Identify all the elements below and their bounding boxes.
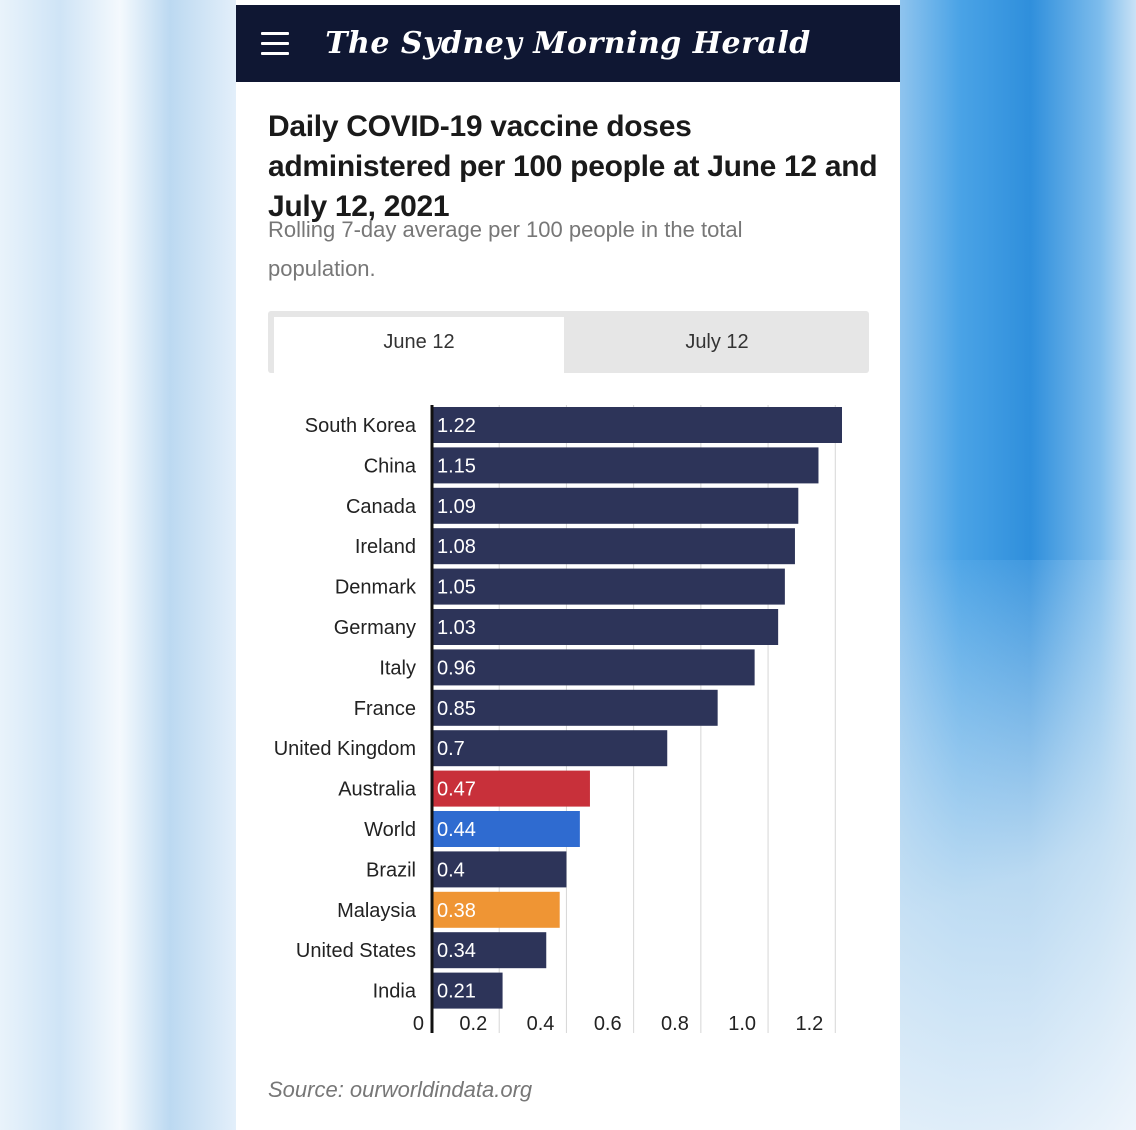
value-label: 1.15 bbox=[437, 455, 476, 477]
value-label: 0.44 bbox=[437, 819, 476, 841]
bar-brazil bbox=[432, 851, 567, 888]
bar-malaysia bbox=[432, 891, 560, 928]
category-label: Italy bbox=[379, 657, 416, 679]
value-label: 0.7 bbox=[437, 738, 465, 760]
category-label: India bbox=[373, 981, 417, 1003]
bar-south-korea bbox=[432, 407, 842, 443]
category-label: Canada bbox=[346, 496, 417, 518]
bar-ireland bbox=[432, 528, 795, 565]
chart-subtitle: Rolling 7-day average per 100 people in … bbox=[268, 217, 743, 281]
tick-label: 0.8 bbox=[661, 1013, 689, 1035]
chart-title: Daily COVID-19 vaccine doses administere… bbox=[268, 110, 878, 223]
value-label: 0.34 bbox=[437, 940, 476, 962]
value-label: 1.05 bbox=[437, 577, 476, 599]
value-label: 0.4 bbox=[437, 859, 465, 881]
tick-label: 1.2 bbox=[795, 1013, 823, 1035]
value-label: 1.09 bbox=[437, 496, 476, 518]
tab-june-12[interactable]: June 12 bbox=[274, 317, 564, 373]
tick-label: 0.4 bbox=[527, 1013, 555, 1035]
category-label: United States bbox=[296, 940, 416, 962]
masthead-logo[interactable]: The Sydney Morning Herald bbox=[325, 26, 811, 61]
bar-germany bbox=[432, 609, 779, 645]
category-label: Germany bbox=[334, 617, 416, 639]
category-label: Ireland bbox=[355, 536, 416, 558]
tick-label: 1.0 bbox=[728, 1013, 756, 1035]
bar-denmark bbox=[432, 568, 785, 605]
category-label: Denmark bbox=[335, 577, 417, 599]
bar-australia bbox=[432, 770, 590, 807]
article-card: The Sydney Morning Herald Daily COVID-19… bbox=[236, 5, 900, 1130]
category-label: World bbox=[364, 819, 416, 841]
source-note: Source: ourworldindata.org bbox=[268, 1077, 533, 1102]
tick-label: 0 bbox=[413, 1013, 424, 1035]
category-label: France bbox=[354, 698, 416, 720]
category-label: Malaysia bbox=[337, 900, 417, 922]
value-label: 1.22 bbox=[437, 415, 476, 437]
bar-india bbox=[432, 972, 503, 1009]
value-label: 0.96 bbox=[437, 657, 476, 679]
category-label: China bbox=[364, 455, 417, 477]
category-label: Australia bbox=[338, 779, 417, 801]
background-photo bbox=[900, 560, 1136, 1130]
bar-united-states bbox=[432, 932, 547, 969]
category-label: Brazil bbox=[366, 859, 416, 881]
bar-canada bbox=[432, 487, 799, 524]
bar-united-kingdom bbox=[432, 730, 668, 767]
value-label: 1.03 bbox=[437, 617, 476, 639]
value-label: 0.85 bbox=[437, 698, 476, 720]
value-label: 0.38 bbox=[437, 900, 476, 922]
bar-france bbox=[432, 689, 718, 726]
bar-italy bbox=[432, 649, 755, 686]
site-header: The Sydney Morning Herald bbox=[236, 5, 900, 82]
value-label: 0.21 bbox=[437, 981, 476, 1003]
value-label: 0.47 bbox=[437, 779, 476, 801]
date-tabs: June 12 July 12 bbox=[268, 311, 869, 373]
category-label: United Kingdom bbox=[274, 738, 416, 760]
category-label: South Korea bbox=[305, 415, 417, 437]
bar-china bbox=[432, 447, 819, 484]
bar-world bbox=[432, 811, 580, 847]
value-label: 1.08 bbox=[437, 536, 476, 558]
hamburger-menu-icon[interactable] bbox=[261, 29, 289, 57]
tab-july-12[interactable]: July 12 bbox=[685, 331, 749, 353]
tick-label: 0.6 bbox=[594, 1013, 622, 1035]
bar-chart: 1.22 South Korea 1.15 China 1.09 Canada 1.08 Ir… bbox=[274, 405, 842, 1035]
tick-label: 0.2 bbox=[459, 1013, 487, 1035]
